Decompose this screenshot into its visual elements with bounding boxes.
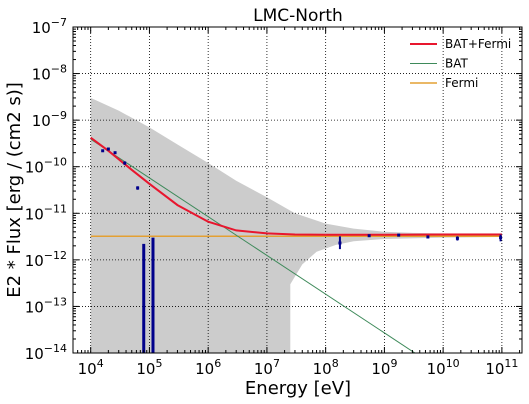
data-point	[136, 186, 139, 189]
legend-label: BAT	[445, 57, 469, 71]
data-point	[101, 149, 104, 152]
data-marker	[114, 151, 117, 154]
data-marker	[397, 234, 400, 237]
data-marker	[107, 148, 110, 151]
data-point	[426, 235, 429, 238]
y-tick-label: 10−11	[25, 202, 67, 223]
legend-label: BAT+Fermi	[445, 37, 511, 51]
data-point	[123, 161, 126, 164]
data-marker	[368, 234, 371, 237]
legend-entry: BAT+Fermi	[410, 37, 511, 51]
y-tick-label: 10−12	[25, 249, 67, 270]
y-tick-label: 10−14	[25, 342, 67, 363]
data-marker	[136, 186, 139, 189]
data-marker	[123, 162, 126, 165]
x-tick-label: 1010	[427, 357, 460, 378]
data-point	[114, 151, 117, 154]
chart-title: LMC-North	[253, 6, 343, 26]
y-tick-label: 10−13	[25, 295, 67, 316]
data-marker	[338, 242, 341, 245]
y-axis-title: E2 * Flux [erg / (cm2 s)]	[4, 82, 25, 298]
x-tick-label: 1011	[485, 357, 518, 378]
legend: BAT+Fermi BAT Fermi	[410, 37, 511, 90]
y-tick-label: 10−8	[32, 63, 67, 84]
x-tick-labels: 104 105 106 107 108 109 1010 1011	[78, 357, 519, 378]
data-point	[397, 234, 400, 237]
x-tick-label: 108	[313, 357, 339, 378]
data-marker	[101, 149, 104, 152]
x-tick-label: 106	[195, 357, 221, 378]
y-tick-label: 10−10	[25, 156, 67, 177]
data-point	[368, 234, 371, 237]
y-tick-label: 10−9	[32, 109, 67, 130]
y-tick-label: 10−7	[32, 16, 67, 37]
legend-entry: BAT	[410, 57, 469, 71]
legend-label: Fermi	[445, 76, 478, 90]
legend-entry: Fermi	[410, 76, 478, 90]
x-tick-label: 109	[371, 357, 397, 378]
x-tick-label: 104	[78, 357, 104, 378]
x-tick-label: 107	[254, 357, 280, 378]
y-tick-labels: 10−14 10−13 10−12 10−11 10−10 10−9 10−8 10−7	[25, 16, 67, 363]
x-tick-label: 105	[136, 357, 162, 378]
data-point	[456, 236, 459, 240]
data-marker	[426, 235, 429, 238]
x-axis-title: Energy [eV]	[245, 378, 351, 399]
data-marker	[499, 236, 502, 239]
data-point	[107, 148, 110, 151]
data-marker	[456, 237, 459, 240]
